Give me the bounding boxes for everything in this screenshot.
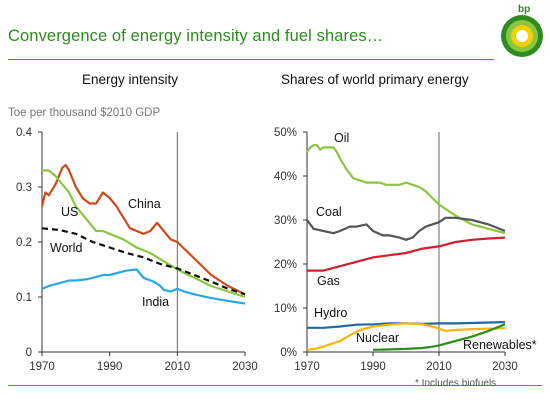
right-ytick-label: 0% — [280, 347, 297, 359]
right-ytick-label: 50% — [274, 127, 297, 139]
right-series-label: Renewables* — [463, 338, 537, 352]
right-series-gas-line — [307, 236, 506, 272]
left-series-label: US — [61, 205, 78, 219]
left-ytick-label: 0.4 — [16, 127, 33, 139]
left-xtick-label: 2030 — [232, 361, 258, 373]
slide-title: Convergence of energy intensity and fuel… — [8, 27, 384, 45]
left-ytick-label: 0.2 — [16, 237, 32, 249]
left-series-world-line — [41, 227, 246, 296]
footnote: * Includes biofuels — [415, 378, 497, 389]
right-series-label: Oil — [334, 131, 349, 145]
right-series-label: Coal — [316, 205, 342, 219]
left-ytick-label: 0.3 — [16, 182, 32, 194]
right-ytick-label: 30% — [274, 215, 297, 227]
right-series-nuclear-line — [306, 322, 506, 351]
left-series-label: World — [50, 241, 82, 255]
right-series-label: Nuclear — [356, 331, 399, 345]
left-series-us-line — [42, 169, 246, 299]
right-series-coal-line — [306, 216, 506, 241]
left-series-india-line — [41, 268, 246, 305]
right-ytick-label: 40% — [274, 171, 297, 183]
right-ytick-label: 20% — [274, 259, 297, 271]
chart-left-title: Energy intensity — [82, 72, 179, 87]
right-series-renewables-line — [372, 323, 506, 351]
left-ytick-label: 0 — [26, 347, 32, 359]
right-xtick-label: 2030 — [492, 361, 518, 373]
right-xtick-label: 2010 — [426, 361, 452, 373]
right-xtick-label: 1970 — [294, 361, 320, 373]
right-ytick-label: 10% — [274, 303, 297, 315]
chart-right-title: Shares of world primary energy — [281, 72, 469, 87]
title-divider — [8, 59, 494, 60]
right-xtick-label: 1990 — [360, 361, 386, 373]
left-series-china-line — [40, 163, 246, 296]
left-series-label: India — [142, 295, 169, 309]
logo-text: bp — [518, 4, 531, 15]
right-series-oil-line — [306, 144, 506, 235]
left-xtick-label: 2010 — [165, 361, 191, 373]
left-ytick-label: 0.1 — [16, 292, 32, 304]
right-series-label: Gas — [317, 274, 340, 288]
chart-left-ylabel: Toe per thousand $2010 GDP — [8, 107, 161, 119]
left-series-label: China — [128, 197, 161, 211]
footer-divider — [8, 385, 542, 386]
bp-helios-logo-icon — [501, 15, 543, 57]
left-xtick-label: 1970 — [29, 361, 55, 373]
right-series-label: Hydro — [314, 306, 347, 320]
left-xtick-label: 1990 — [97, 361, 123, 373]
